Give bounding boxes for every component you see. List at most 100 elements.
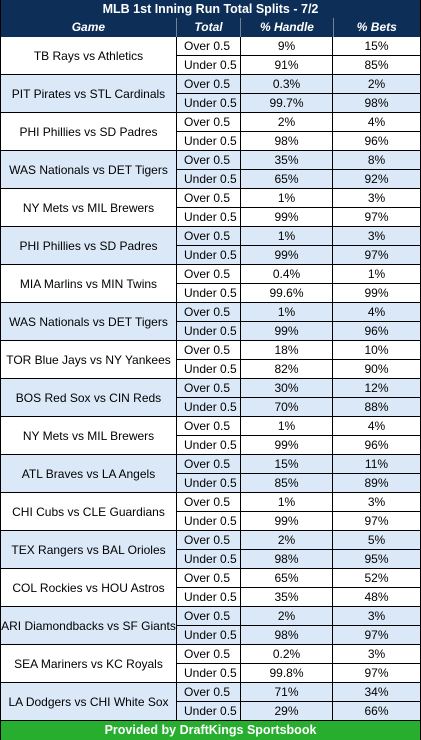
bets-cell: 92%: [364, 171, 389, 186]
bets-cell: 99%: [364, 285, 389, 300]
table-row: Under 0.5 99% 96%: [177, 435, 420, 454]
game-name: PIT Pirates vs STL Cardinals: [1, 75, 177, 112]
game-lines: Over 0.5 0.2% 3% Under 0.5 99.8% 97%: [177, 645, 420, 682]
table-body: TB Rays vs Athletics Over 0.5 9% 15% Under 0…: [1, 37, 420, 721]
game-lines: Over 0.5 18% 10% Under 0.5 82% 90%: [177, 341, 420, 378]
total-cell: Over 0.5: [177, 341, 241, 359]
game-name: LA Dodgers vs CHI White Sox: [1, 683, 177, 720]
total-cell: Over 0.5: [177, 265, 241, 283]
game-lines: Over 0.5 1% 4% Under 0.5 99% 96%: [177, 303, 420, 340]
table-row: Under 0.5 99.6% 99%: [177, 283, 420, 302]
game-block: TOR Blue Jays vs NY Yankees Over 0.5 18% 10…: [1, 341, 420, 379]
game-block: TB Rays vs Athletics Over 0.5 9% 15% Under 0…: [1, 37, 420, 75]
total-cell: Under 0.5: [177, 93, 241, 112]
game-name: MIA Marlins vs MIN Twins: [1, 265, 177, 302]
total-cell: Over 0.5: [177, 455, 241, 473]
total-cell: Under 0.5: [177, 549, 241, 568]
game-name: PHI Phillies vs SD Padres: [1, 227, 177, 264]
game-block: LA Dodgers vs CHI White Sox Over 0.5 71% 34…: [1, 683, 420, 721]
header-game: Game: [1, 18, 177, 37]
game-name: BOS Red Sox vs CIN Reds: [1, 379, 177, 416]
bets-cell: 98%: [364, 95, 389, 110]
game-block: WAS Nationals vs DET Tigers Over 0.5 1% 4% U…: [1, 303, 420, 341]
header-handle: % Handle: [241, 18, 334, 37]
bets-cell: 2%: [367, 77, 386, 91]
game-name: TEX Rangers vs BAL Orioles: [1, 531, 177, 568]
handle-cell: 99%: [241, 207, 333, 226]
game-lines: Over 0.5 2% 3% Under 0.5 98% 97%: [177, 607, 420, 644]
bets-cell: 4%: [367, 419, 386, 433]
table-row: Under 0.5 99% 97%: [177, 207, 420, 226]
table-row: Over 0.5 35% 8%: [177, 151, 420, 170]
handle-cell: 9%: [241, 37, 333, 55]
handle-cell: 2%: [241, 607, 333, 625]
handle-cell: 2%: [241, 113, 333, 131]
bets-cell: 89%: [364, 475, 389, 490]
total-cell: Under 0.5: [177, 701, 241, 720]
handle-cell: 85%: [241, 473, 333, 492]
game-lines: Over 0.5 1% 3% Under 0.5 99% 97%: [177, 189, 420, 226]
handle-cell: 1%: [241, 417, 333, 435]
handle-cell: 1%: [241, 303, 333, 321]
bets-cell: 3%: [367, 495, 386, 509]
total-cell: Under 0.5: [177, 131, 241, 150]
total-cell: Over 0.5: [177, 569, 241, 587]
game-block: ARI Diamondbacks vs SF Giants Over 0.5 2% 3…: [1, 607, 420, 645]
bets-cell: 1%: [367, 267, 386, 281]
game-name: CHI Cubs vs CLE Guardians: [1, 493, 177, 530]
game-name: WAS Nationals vs DET Tigers: [1, 303, 177, 340]
bets-cell: 4%: [367, 305, 386, 319]
game-block: ATL Braves vs LA Angels Over 0.5 15% 11% Und…: [1, 455, 420, 493]
table-row: Under 0.5 98% 96%: [177, 131, 420, 150]
table-row: Over 0.5 0.3% 2%: [177, 75, 420, 94]
bets-cell: 3%: [367, 191, 386, 205]
bets-cell: 3%: [367, 229, 386, 243]
total-cell: Under 0.5: [177, 435, 241, 454]
handle-cell: 99.6%: [241, 283, 333, 302]
handle-cell: 1%: [241, 227, 333, 245]
bets-cell: 3%: [367, 647, 386, 661]
total-cell: Over 0.5: [177, 151, 241, 169]
bets-cell: 90%: [364, 361, 389, 376]
game-block: PHI Phillies vs SD Padres Over 0.5 1% 3% Und…: [1, 227, 420, 265]
total-cell: Under 0.5: [177, 169, 241, 188]
game-block: PIT Pirates vs STL Cardinals Over 0.5 0.3%…: [1, 75, 420, 113]
total-cell: Over 0.5: [177, 113, 241, 131]
handle-cell: 18%: [241, 341, 333, 359]
total-cell: Under 0.5: [177, 321, 241, 340]
game-name: ARI Diamondbacks vs SF Giants: [1, 607, 177, 644]
game-lines: Over 0.5 71% 34% Under 0.5 29% 66%: [177, 683, 420, 720]
table-row: Under 0.5 85% 89%: [177, 473, 420, 492]
handle-cell: 1%: [241, 189, 333, 207]
table-row: Under 0.5 99% 97%: [177, 511, 420, 530]
handle-cell: 98%: [241, 625, 333, 644]
table-row: Under 0.5 29% 66%: [177, 701, 420, 720]
game-lines: Over 0.5 1% 4% Under 0.5 99% 96%: [177, 417, 420, 454]
header-bets: % Bets: [356, 20, 397, 34]
table-row: Under 0.5 99% 97%: [177, 245, 420, 264]
handle-cell: 71%: [241, 683, 333, 701]
bets-cell: 97%: [364, 209, 389, 224]
bets-cell: 10%: [364, 343, 389, 357]
game-block: TEX Rangers vs BAL Orioles Over 0.5 2% 5% Un…: [1, 531, 420, 569]
bets-cell: 85%: [364, 57, 389, 72]
table-row: Over 0.5 18% 10%: [177, 341, 420, 360]
game-name: NY Mets vs MIL Brewers: [1, 189, 177, 226]
table-row: Over 0.5 2% 5%: [177, 531, 420, 550]
handle-cell: 65%: [241, 169, 333, 188]
total-cell: Over 0.5: [177, 493, 241, 511]
game-lines: Over 0.5 2% 4% Under 0.5 98% 96%: [177, 113, 420, 150]
game-name: NY Mets vs MIL Brewers: [1, 417, 177, 454]
bets-cell: 8%: [367, 153, 386, 167]
game-block: WAS Nationals vs DET Tigers Over 0.5 35% 8%…: [1, 151, 420, 189]
bets-cell: 97%: [364, 665, 389, 680]
game-block: SEA Mariners vs KC Royals Over 0.5 0.2% 3% U…: [1, 645, 420, 683]
table-row: Under 0.5 35% 48%: [177, 587, 420, 606]
handle-cell: 0.4%: [241, 265, 333, 283]
table-row: Over 0.5 30% 12%: [177, 379, 420, 398]
table-row: Over 0.5 15% 11%: [177, 455, 420, 474]
game-block: BOS Red Sox vs CIN Reds Over 0.5 30% 12% Und…: [1, 379, 420, 417]
total-cell: Over 0.5: [177, 379, 241, 397]
table-row: Over 0.5 0.2% 3%: [177, 645, 420, 664]
